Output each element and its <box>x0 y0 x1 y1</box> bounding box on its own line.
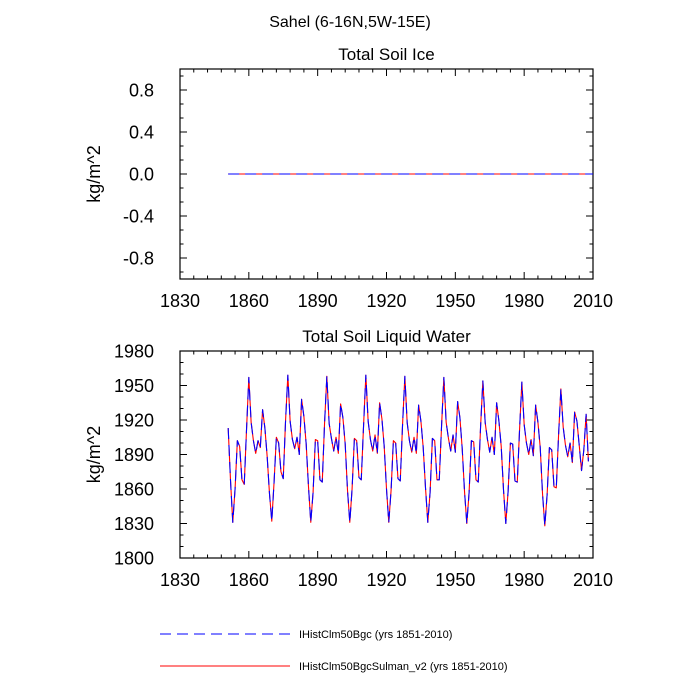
y-tick-label: -0.4 <box>123 207 154 227</box>
x-tick-label: 2010 <box>573 570 613 590</box>
y-tick-label: 1800 <box>114 549 154 569</box>
x-tick-label: 1860 <box>229 570 269 590</box>
x-tick-label: 1830 <box>160 570 200 590</box>
y-tick-label: 1830 <box>114 514 154 534</box>
y-axis-label: kg/m^2 <box>84 426 104 483</box>
panel-title: Total Soil Liquid Water <box>302 327 471 346</box>
x-tick-label: 1980 <box>504 570 544 590</box>
x-tick-label: 1920 <box>366 291 406 311</box>
x-tick-label: 1890 <box>298 570 338 590</box>
panel-total-soil-liquid-water: Total Soil Liquid Water kg/m^2 1830 1860 189… <box>84 327 613 590</box>
x-tick-label: 1950 <box>435 570 475 590</box>
y-tick-label: 1920 <box>114 411 154 431</box>
x-tick-label: 2010 <box>573 291 613 311</box>
y-tick-label: 0.0 <box>129 165 154 185</box>
y-axis-label: kg/m^2 <box>84 145 104 202</box>
y-tick-label: 1890 <box>114 445 154 465</box>
y-tick-label: 0.4 <box>129 123 154 143</box>
y-tick-label: -0.8 <box>123 249 154 269</box>
panel-total-soil-ice: Total Soil Ice kg/m^2 1830 1860 1890 1920 1950… <box>84 45 613 311</box>
x-tick-label: 1860 <box>229 291 269 311</box>
x-tick-label: 1890 <box>298 291 338 311</box>
legend-label-ihistclm50bgc: IHistClm50Bgc (yrs 1851-2010) <box>299 629 452 641</box>
plot-frame <box>179 350 594 559</box>
legend-label-ihistclm50bgcsulman-v2: IHistClm50BgcSulman_v2 (yrs 1851-2010) <box>299 661 507 673</box>
series-line <box>227 374 589 527</box>
y-tick-label: 1980 <box>114 342 154 362</box>
y-tick-label: 1950 <box>114 376 154 396</box>
y-tick-label: 1860 <box>114 480 154 500</box>
panel-title: Total Soil Ice <box>338 45 434 64</box>
x-tick-label: 1830 <box>160 291 200 311</box>
x-tick-label: 1950 <box>435 291 475 311</box>
x-tick-label: 1920 <box>366 570 406 590</box>
series-line <box>227 374 589 527</box>
y-tick-label: 0.8 <box>129 81 154 101</box>
legend: IHistClm50Bgc (yrs 1851-2010) IHistClm50… <box>160 629 507 673</box>
figure-suptitle: Sahel (6-16N,5W-15E) <box>269 14 431 31</box>
x-tick-label: 1980 <box>504 291 544 311</box>
